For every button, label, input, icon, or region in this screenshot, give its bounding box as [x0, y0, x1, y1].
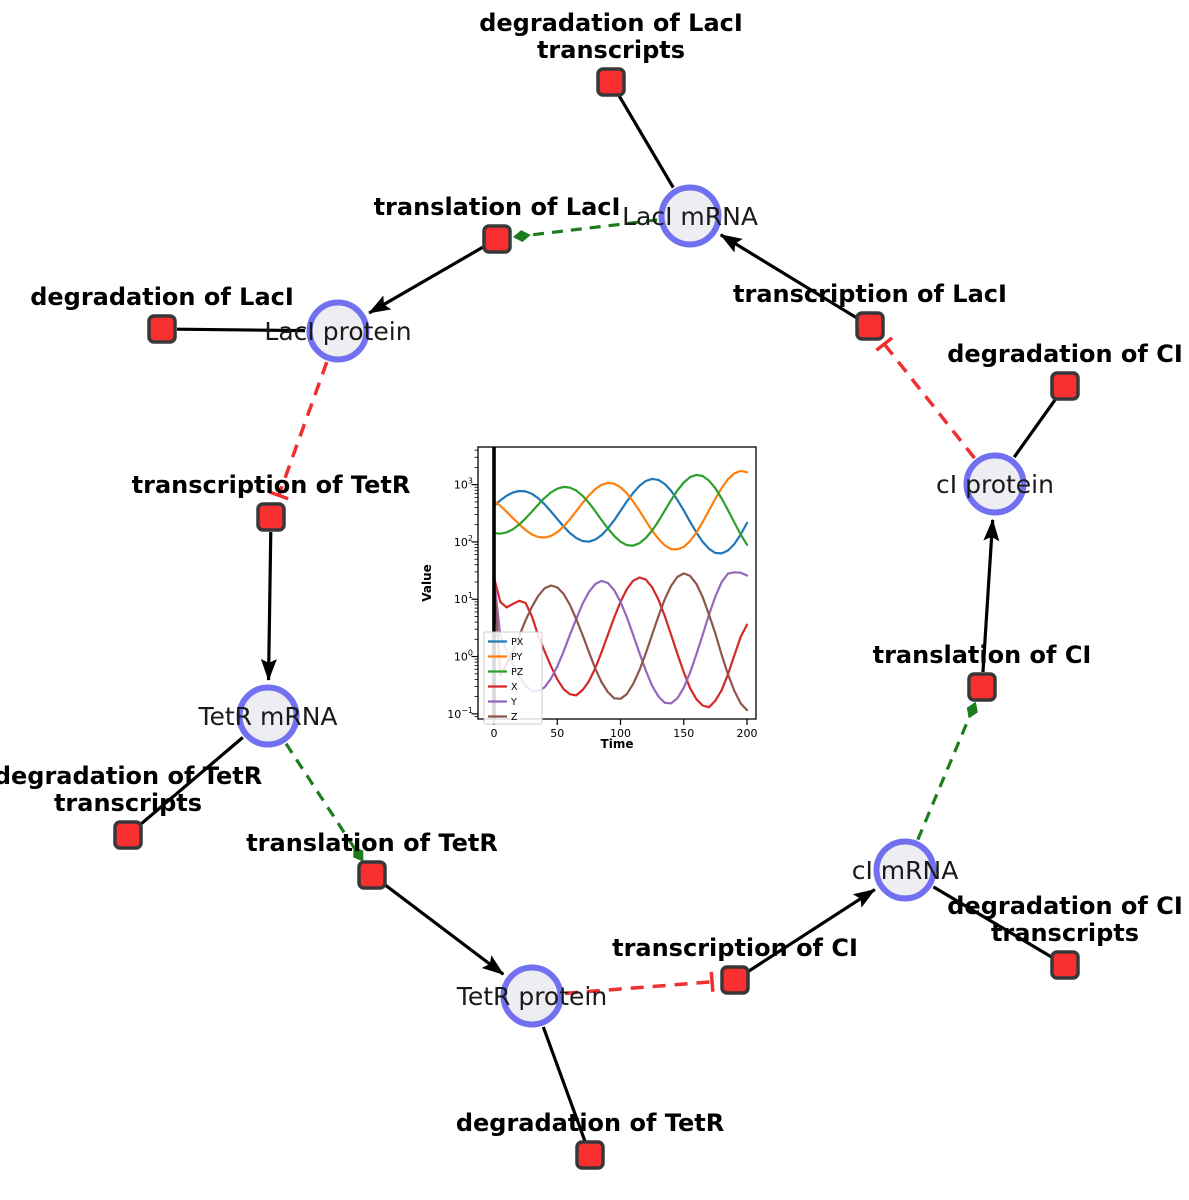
reaction-label-deg_ci: degradation of CI: [947, 340, 1183, 368]
reaction-node-deg_laci: [147, 314, 177, 344]
reaction-label-deg_laci: degradation of LacI: [30, 283, 294, 311]
inhibition-tee-icon: [268, 490, 289, 501]
edge-transc_tetr-tetr_mrna-arrow: [260, 531, 277, 682]
series-line-Z: [492, 572, 749, 712]
x-tick-label: 200: [737, 727, 758, 740]
species-node-laci_protein: [306, 299, 370, 363]
reaction-node-deg_ci: [1050, 371, 1080, 401]
reaction-label-transl_ci: translation of CI: [873, 641, 1092, 669]
labels-layer: LacI mRNA LacI protein TetR mRNA TetR prote…: [0, 9, 1183, 1137]
reaction-label-transl_laci: translation of LacI: [374, 193, 621, 221]
species-node-ci_mrna: [873, 838, 937, 902]
species-node-tetr_protein: [500, 964, 564, 1028]
y-tick-label: 101: [454, 591, 473, 606]
x-axis-title: Time: [601, 737, 634, 751]
reaction-node-transl_ci: [967, 672, 997, 702]
edge-transl_laci-laci_protein-arrow: [368, 245, 485, 315]
edge-tetr_mrna-transl_tetr-catalysis: [284, 742, 364, 862]
series-line-PX: [492, 477, 749, 555]
legend-label-PX: PX: [511, 637, 524, 648]
legend-label-Y: Y: [510, 697, 517, 708]
figure-background: [420, 433, 779, 765]
legend-label-Z: Z: [511, 712, 518, 723]
x-tick-label: 100: [610, 727, 631, 740]
reaction-label-deg_tetr: degradation of TetR: [456, 1109, 724, 1137]
reaction-node-deg_tetr: [575, 1140, 605, 1170]
series-line-PY: [492, 469, 749, 551]
axes-box: [477, 446, 757, 720]
reaction-label-deg_ci_tx: transcripts: [991, 919, 1139, 947]
time-series-plot: 0 50 100 150 20010−1100101102103TimeValuePXP…: [420, 433, 779, 765]
reaction-node-deg_ci_tx: [1050, 950, 1080, 980]
species-node-laci_mrna: [658, 184, 722, 248]
reaction-label-transc_tetr: transcription of TetR: [132, 471, 411, 499]
reaction-label-transc_ci: transcription of CI: [612, 934, 858, 962]
edge-ci_protein-deg_ci-line: [1012, 397, 1058, 459]
edge-transc_ci-ci_mrna-arrow: [746, 888, 876, 974]
species-label-tetr_mrna: TetR mRNA: [197, 702, 337, 731]
reaction-label-deg_laci_tx: transcripts: [537, 36, 685, 64]
edge-tetr_protein-deg_tetr-line: [541, 1026, 587, 1142]
edge-laci_mrna-transl_laci-catalysis: [512, 218, 658, 242]
inhibition-tee-icon: [875, 336, 894, 352]
y-tick-label: 100: [454, 649, 473, 664]
edge-tetr_protein-transc_ci-inhibition: [564, 980, 713, 996]
reaction-label-transl_tetr: translation of TetR: [246, 829, 498, 857]
legend-label-PY: PY: [511, 652, 523, 663]
edge-transc_laci-laci_mrna-arrow: [719, 233, 859, 320]
reaction-label-deg_laci_tx: degradation of LacI: [479, 9, 743, 37]
reaction-node-transc_laci: [855, 311, 885, 341]
reaction-label-deg_ci_tx: degradation of CI: [947, 892, 1183, 920]
species-label-ci_mrna: cI mRNA: [852, 856, 959, 885]
edge-deg_laci_tx-laci_mrna-line: [617, 94, 675, 189]
nodes-layer: [113, 67, 1080, 1170]
edge-transl_ci-ci_protein-arrow: [981, 518, 1000, 673]
edge-ci_protein-transc_laci-inhibition: [882, 342, 976, 460]
reaction-node-transc_ci: [720, 965, 750, 995]
reaction-node-transc_tetr: [256, 502, 286, 532]
x-tick-label: 150: [673, 727, 694, 740]
edge-laci_protein-deg_laci-line: [176, 327, 306, 333]
y-axis-title: Value: [420, 564, 434, 602]
species-label-laci_mrna: LacI mRNA: [622, 202, 758, 231]
legend-label-X: X: [511, 682, 518, 693]
legend: PX PY PZ XYZ: [483, 631, 543, 725]
edge-ci_mrna-transl_ci-catalysis: [916, 701, 978, 841]
edge-laci_protein-transc_tetr-inhibition: [277, 361, 329, 496]
x-tick-label: 0: [491, 727, 498, 740]
edge-transl_tetr-tetr_protein-arrow: [382, 882, 505, 976]
reaction-node-deg_tetr_tx: [113, 820, 143, 850]
species-node-tetr_mrna: [236, 684, 300, 748]
x-tick-label: 50: [550, 727, 564, 740]
y-tick-label: 10−1: [447, 706, 473, 721]
edge-tetr_mrna-deg_tetr_tx-line: [138, 736, 244, 827]
inhibition-tee-icon: [709, 971, 715, 992]
y-tick-label: 103: [454, 477, 473, 492]
reaction-label-deg_tetr_tx: degradation of TetR: [0, 762, 262, 790]
reaction-label-transc_laci: transcription of LacI: [733, 280, 1007, 308]
y-tick-label: 102: [454, 534, 473, 549]
legend-label-PZ: PZ: [511, 667, 524, 678]
reaction-node-transl_laci: [482, 224, 512, 254]
edges-layer: [138, 94, 1058, 1142]
species-node-ci_protein: [963, 452, 1027, 516]
reaction-node-transl_tetr: [357, 860, 387, 890]
species-label-ci_protein: cI protein: [936, 470, 1054, 499]
reaction-label-deg_tetr_tx: transcripts: [54, 789, 202, 817]
species-label-laci_protein: LacI protein: [264, 317, 411, 346]
series-line-PZ: [492, 473, 749, 547]
reaction-node-deg_laci_tx: [596, 67, 626, 97]
species-label-tetr_protein: TetR protein: [456, 982, 607, 1011]
edge-ci_mrna-deg_ci_tx-line: [932, 885, 1053, 959]
